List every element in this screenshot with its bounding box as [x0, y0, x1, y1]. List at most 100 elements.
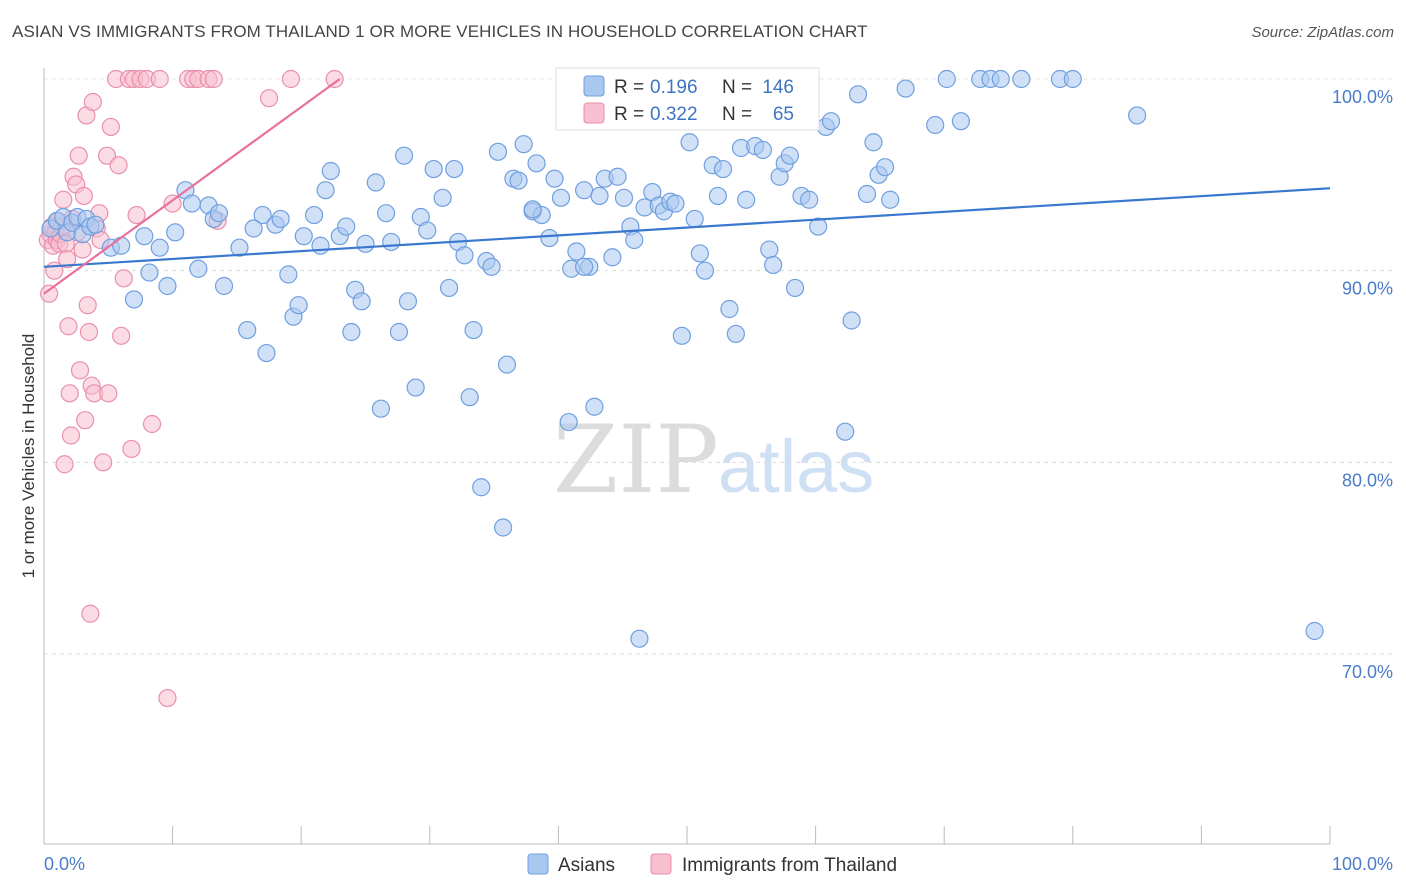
asian-point-138: [991, 69, 1010, 89]
y-tick-label-80: 80.0%: [1342, 470, 1393, 490]
asian-point-108: [726, 324, 745, 344]
thai-point-17: [61, 426, 81, 445]
thai-point-46: [122, 439, 141, 459]
asian-point-34: [289, 296, 308, 315]
asian-point-107: [720, 299, 739, 319]
asian-point-62: [460, 388, 479, 407]
asian-point-130: [875, 158, 895, 177]
asian-point-117: [780, 146, 799, 165]
asian-point-120: [800, 190, 819, 209]
thai-point-54: [163, 194, 182, 213]
asian-point-19: [182, 194, 201, 213]
asian-point-142: [1127, 106, 1147, 125]
asian-point-59: [445, 159, 464, 179]
thai-point-53: [158, 688, 177, 708]
legend-asian-n-label: N =: [722, 77, 752, 98]
tick-labels: 70.0% 80.0% 90.0% 100.0%: [1332, 87, 1393, 682]
asian-point-89: [614, 188, 634, 207]
thai-point-32: [83, 92, 102, 112]
legend-thai-n-value: 65: [773, 104, 794, 125]
legend-thai-r-value: 0.322: [650, 104, 698, 125]
asian-point-37: [311, 236, 330, 255]
asian-point-135: [951, 112, 971, 131]
thai-point-23: [70, 361, 90, 380]
asian-trend-line: [43, 187, 1331, 268]
asian-point-9: [86, 215, 105, 234]
thai-point-26: [76, 411, 95, 430]
asian-point-24: [214, 276, 234, 296]
asian-point-20: [189, 259, 208, 278]
asian-point-35: [294, 227, 313, 246]
thai-point-16: [60, 384, 79, 403]
asian-point-106: [713, 159, 733, 179]
asian-point-44: [352, 292, 371, 311]
source-credit: Source: ZipAtlas.com: [1251, 24, 1394, 41]
asian-point-124: [836, 422, 855, 441]
asian-point-15: [150, 238, 169, 257]
asian-point-127: [857, 184, 877, 204]
asian-point-42: [342, 322, 361, 342]
legend-thai-r-label: R =: [614, 104, 644, 125]
bottom-legend-asian-swatch: [527, 853, 549, 875]
asian-point-53: [406, 378, 425, 397]
asian-point-79: [559, 412, 578, 432]
thai-point-37: [94, 453, 113, 472]
thai-point-25: [74, 186, 93, 206]
thai-point-61: [259, 89, 279, 108]
thai-points: [38, 69, 344, 708]
thai-point-64: [40, 284, 59, 303]
asian-point-92: [630, 629, 649, 648]
legend-thai-swatch: [583, 102, 605, 124]
bottom-legend-thai-swatch: [650, 853, 672, 875]
y-axis-label: 1 or more Vehicles in Household: [19, 334, 38, 579]
thai-point-62: [281, 69, 301, 89]
asian-point-144: [575, 257, 594, 276]
thai-point-12: [55, 455, 74, 474]
asian-point-128: [864, 133, 883, 152]
asian-point-84: [585, 397, 604, 416]
asian-point-32: [279, 265, 298, 284]
asian-point-113: [760, 240, 779, 259]
asian-point-29: [257, 343, 276, 363]
thai-point-28: [78, 296, 97, 315]
chart-title: ASIAN VS IMMIGRANTS FROM THAILAND 1 OR M…: [12, 22, 868, 41]
trend-lines: [43, 78, 1331, 295]
thai-point-43: [112, 326, 131, 345]
asian-point-101: [685, 209, 704, 229]
asian-point-27: [244, 219, 263, 238]
asian-point-39: [321, 161, 340, 181]
legend-asian-swatch: [583, 75, 605, 97]
asian-point-72: [514, 135, 533, 154]
series-legend: Asians Immigrants from Thailand: [527, 853, 897, 876]
asian-point-139: [1012, 69, 1031, 89]
asian-point-13: [135, 227, 154, 246]
asian-point-51: [394, 146, 414, 165]
asian-points: [41, 69, 1324, 648]
asian-point-12: [124, 290, 144, 309]
asian-point-123: [821, 112, 841, 131]
thai-point-29: [79, 322, 99, 342]
asian-point-85: [590, 186, 609, 206]
watermark-zip: ZIP: [553, 406, 719, 515]
thai-point-11: [54, 190, 73, 209]
thai-point-15: [59, 317, 78, 336]
asian-point-110: [737, 190, 756, 209]
y-tick-label-70: 70.0%: [1342, 662, 1393, 682]
asian-point-114: [764, 255, 783, 275]
asian-point-126: [848, 85, 868, 104]
asian-point-118: [785, 278, 805, 298]
asian-point-76: [540, 228, 559, 248]
asian-point-77: [545, 169, 564, 188]
bottom-legend-asian-label: Asians: [558, 855, 615, 876]
asian-point-56: [424, 159, 443, 179]
asian-point-31: [271, 209, 290, 229]
asian-point-46: [366, 173, 385, 192]
asian-point-71: [509, 171, 528, 190]
thai-point-48: [127, 205, 146, 225]
asian-point-57: [433, 188, 452, 207]
asian-point-38: [316, 181, 335, 200]
thai-point-63: [325, 69, 344, 89]
asian-point-17: [166, 223, 185, 242]
asian-point-41: [337, 217, 356, 236]
asian-point-100: [680, 133, 699, 152]
